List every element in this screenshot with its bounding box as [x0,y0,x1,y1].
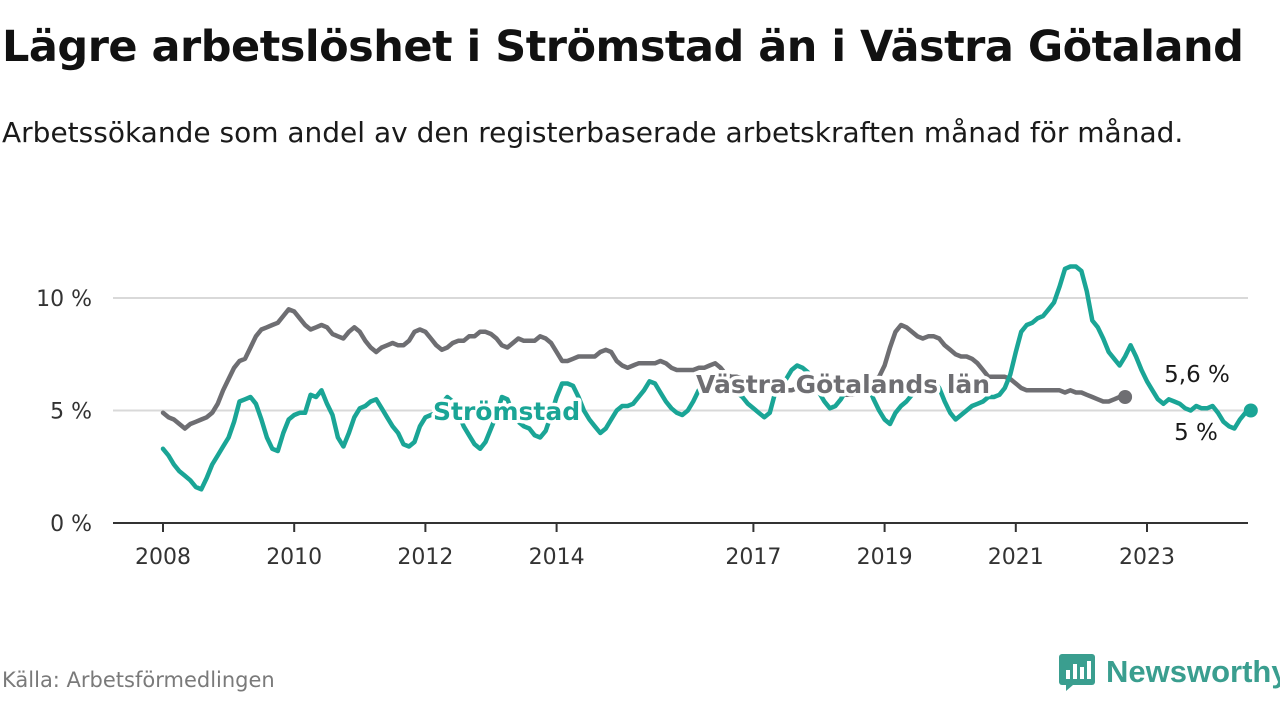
source-note: Källa: Arbetsförmedlingen [2,668,275,692]
chart-title: Lägre arbetslöshet i Strömstad än i Väst… [2,22,1244,72]
series-line-stromstad [160,264,1254,492]
end-label-vastra-gotaland: 5,6 % [1164,362,1230,388]
newsworthy-logo[interactable]: Newsworthy [1058,653,1280,691]
end-marker-vastra-gotaland [1118,390,1133,404]
end-label-stromstad: 5 % [1174,420,1218,446]
y-tick-label: 0 % [50,512,92,537]
x-tick-label: 2019 [857,545,913,570]
brand-name: Newsworthy [1106,654,1280,689]
end-marker-stromstad [1243,403,1258,418]
x-tick-label: 2014 [529,545,585,570]
x-tick-label: 2017 [725,545,781,570]
x-tick-label: 2008 [135,545,191,570]
newsworthy-logo-icon [1059,654,1095,691]
series-label-stromstad: Strömstad [433,397,580,426]
x-tick-label: 2023 [1119,545,1175,570]
series-line-vastra-gotaland [160,307,1128,431]
y-tick-label: 5 % [50,400,92,425]
x-tick-label: 2010 [266,545,322,570]
series-label-vastra-gotaland: Västra Götalands län [696,370,990,399]
x-tick-label: 2012 [397,545,453,570]
y-tick-label: 10 % [36,287,92,312]
x-tick-label: 2021 [988,545,1044,570]
chart-subtitle: Arbetssökande som andel av den registerb… [2,116,1184,149]
